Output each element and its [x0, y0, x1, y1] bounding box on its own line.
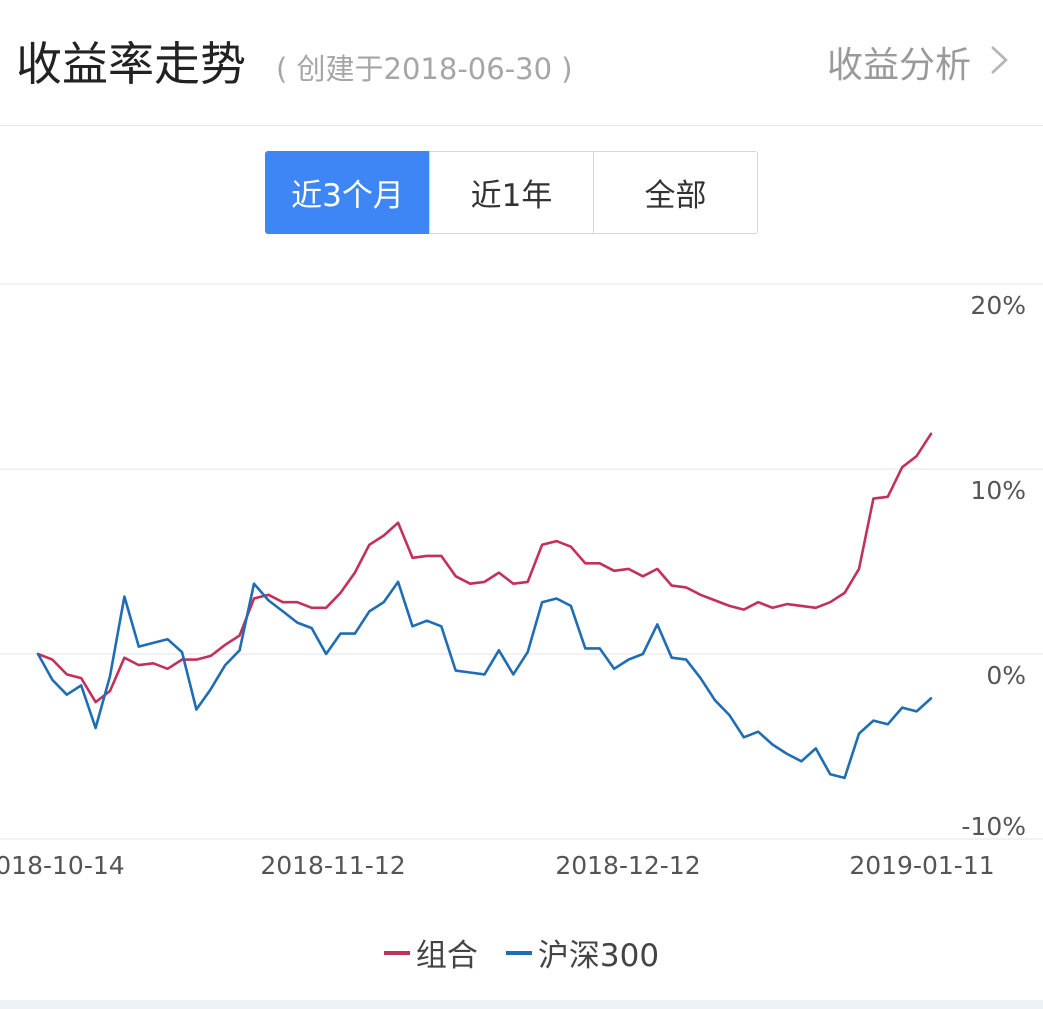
x-tick-label: 2018-12-12 — [555, 851, 700, 880]
period-tabs: 近3个月 近1年 全部 — [265, 151, 758, 234]
legend-item-index[interactable]: 沪深300 — [505, 930, 660, 975]
x-tick-label: 2018-10-14 — [0, 851, 125, 880]
bottom-divider — [0, 1000, 1043, 1009]
return-chart: 20% 10% 0% -10% 2018-10-14 2018-11-12 2018-12-… — [0, 283, 1043, 880]
chart-legend: 组合 沪深300 — [0, 930, 1043, 975]
tab-3-months[interactable]: 近3个月 — [265, 151, 430, 234]
tab-1-year[interactable]: 近1年 — [429, 151, 594, 234]
legend-label-portfolio: 组合 — [415, 938, 478, 974]
chevron-right-icon[interactable] — [987, 44, 1011, 76]
y-tick-label: 10% — [970, 476, 1026, 505]
legend-label-index: 沪深300 — [537, 938, 660, 974]
created-date: ( 创建于2018-06-30 ) — [276, 52, 573, 86]
header: 收益率走势 ( 创建于2018-06-30 ) 收益分析 — [0, 0, 1043, 126]
x-tick-label: 2018-11-12 — [260, 851, 405, 880]
page-title: 收益率走势 — [16, 37, 246, 91]
legend-item-portfolio[interactable]: 组合 — [383, 930, 478, 975]
x-tick-label: 2019-01-11 — [849, 851, 994, 880]
y-tick-label: -10% — [961, 812, 1026, 841]
legend-swatch-portfolio — [383, 950, 410, 955]
tab-all[interactable]: 全部 — [593, 151, 758, 234]
legend-swatch-index — [505, 950, 532, 955]
series-line-index — [36, 580, 933, 780]
series-line-portfolio — [36, 432, 933, 704]
y-tick-label: 0% — [986, 661, 1026, 690]
analysis-link[interactable]: 收益分析 — [826, 45, 971, 86]
y-tick-label: 20% — [970, 291, 1026, 320]
